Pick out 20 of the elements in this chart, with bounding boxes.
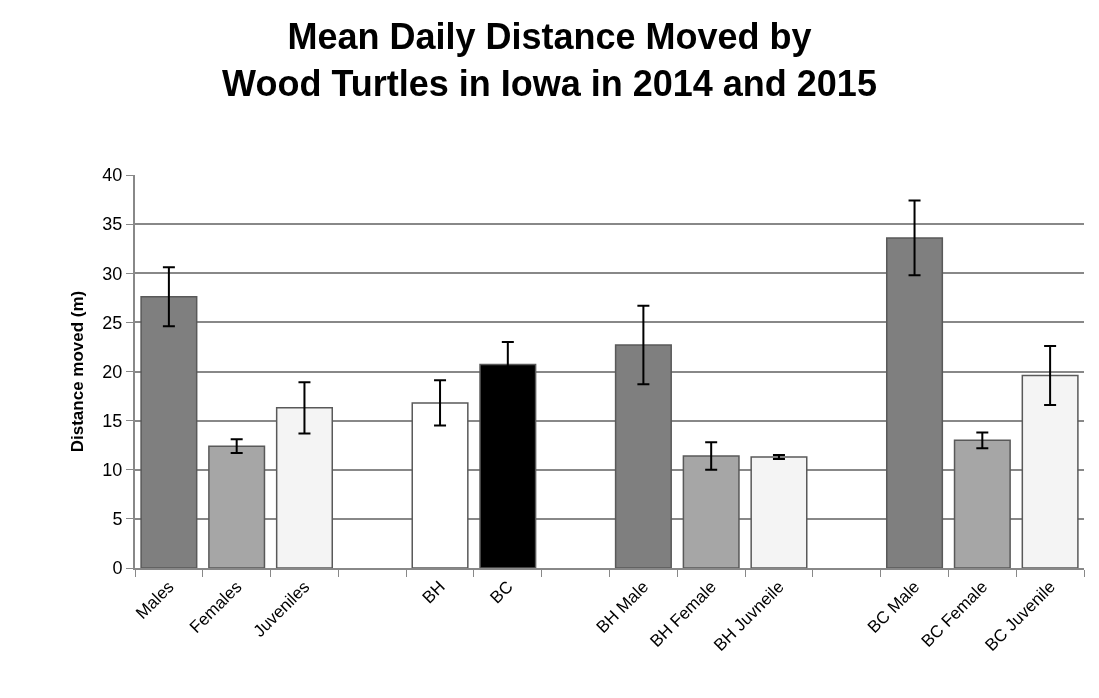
x-tick-label: BH (418, 577, 449, 608)
x-tick-label: BC (486, 577, 517, 608)
y-tick-label: 25 (102, 312, 123, 333)
bar (411, 402, 469, 568)
bar (1021, 374, 1079, 568)
bar (953, 439, 1011, 568)
y-tick-label: 30 (102, 263, 123, 284)
bar (750, 456, 808, 568)
bar (275, 407, 334, 568)
y-tick-label: 20 (102, 361, 123, 382)
y-tick-label: 10 (102, 460, 123, 481)
y-tick-label: 35 (102, 214, 123, 235)
bar (682, 455, 740, 568)
y-tick-label: 15 (102, 410, 123, 431)
y-axis-title: Distance moved (m) (68, 290, 88, 453)
bar (208, 445, 266, 568)
chart-title: Mean Daily Distance Moved by Wood Turtles in Iowa in 2014 and 2015 (222, 15, 877, 104)
y-tick-label: 0 (112, 558, 123, 579)
y-tick-label: 40 (102, 165, 123, 186)
y-tick-label: 5 (112, 509, 123, 530)
